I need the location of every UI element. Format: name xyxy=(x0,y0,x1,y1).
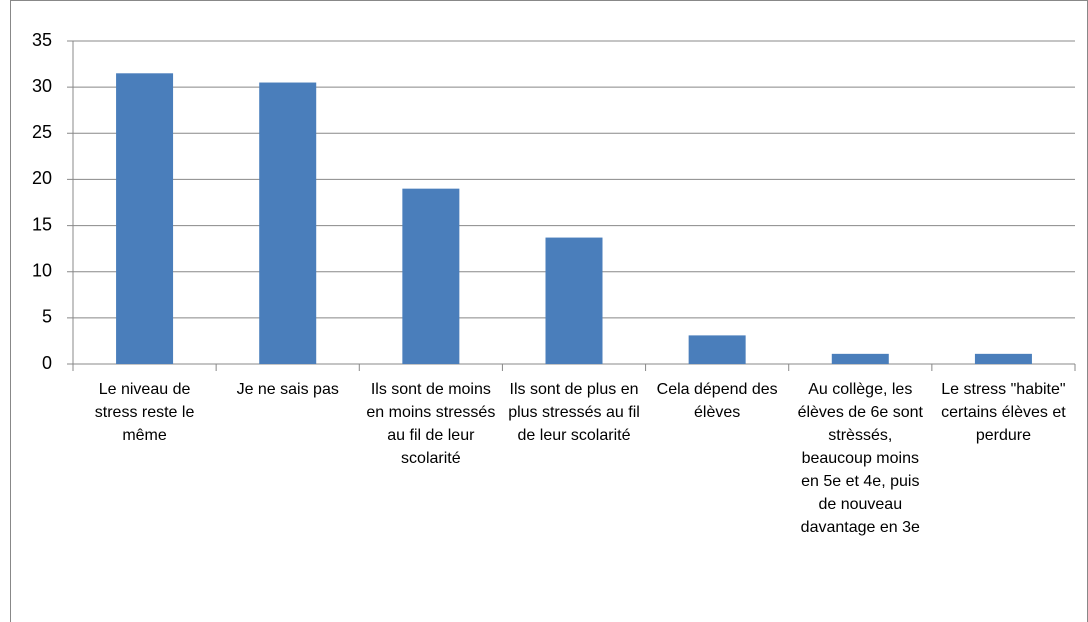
y-tick-label: 0 xyxy=(42,353,52,373)
bar xyxy=(402,188,460,364)
y-tick-label: 35 xyxy=(32,30,52,50)
y-tick-label: 20 xyxy=(32,168,52,188)
bar xyxy=(688,335,746,364)
y-tick-label: 15 xyxy=(32,214,52,234)
bar xyxy=(116,73,174,365)
x-tick-label: Au collège, les élèves de 6e sont strèss… xyxy=(797,381,923,536)
bar xyxy=(974,353,1032,364)
bar xyxy=(831,353,889,364)
x-tick-label: Cela dépend des élèves xyxy=(656,381,778,421)
x-tick-label: Le niveau de stress reste le même xyxy=(94,381,195,444)
x-tick-label: Je ne sais pas xyxy=(236,381,339,398)
bar xyxy=(259,82,317,365)
x-tick-label: Ils sont de plus en plus stressés au fil… xyxy=(508,381,640,444)
bar xyxy=(545,237,603,364)
y-tick-label: 30 xyxy=(32,76,52,96)
y-tick-label: 10 xyxy=(32,260,52,280)
x-tick-label: Le stress "habite" certains élèves et pe… xyxy=(941,381,1066,444)
y-tick-label: 25 xyxy=(32,122,52,142)
y-tick-label: 5 xyxy=(42,307,52,327)
x-tick-label: Ils sont de moins en moins stressés au f… xyxy=(366,381,496,467)
